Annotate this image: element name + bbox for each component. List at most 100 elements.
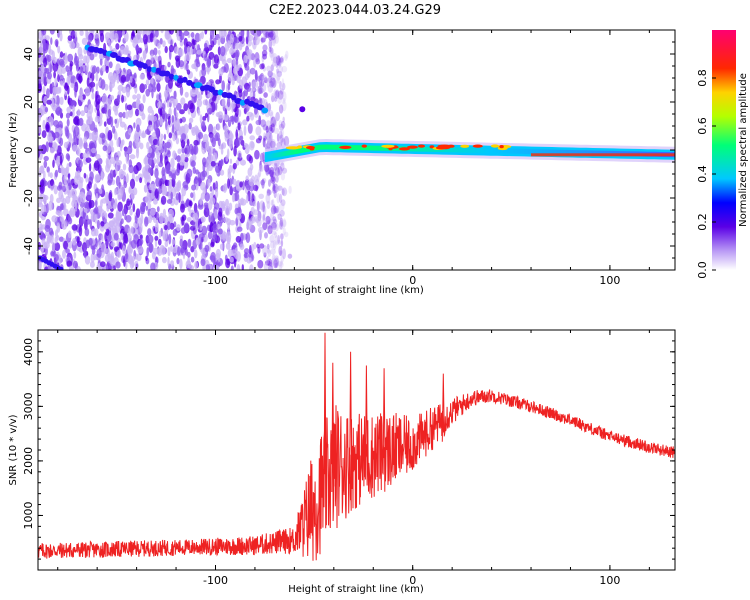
noise-blob bbox=[59, 216, 64, 222]
noise-blob bbox=[163, 90, 169, 98]
noise-blob bbox=[274, 235, 279, 246]
noise-blob bbox=[192, 154, 197, 162]
noise-blob bbox=[249, 135, 255, 141]
y-tick-label: -40 bbox=[22, 237, 35, 255]
noise-blob bbox=[194, 249, 198, 259]
noise-blob bbox=[99, 188, 103, 195]
noise-blob bbox=[280, 260, 283, 266]
noise-blob bbox=[185, 41, 192, 48]
noise-blob bbox=[272, 204, 276, 210]
noise-blob bbox=[245, 175, 249, 181]
noise-blob bbox=[219, 217, 224, 224]
noise-blob bbox=[166, 100, 170, 108]
noise-blob bbox=[176, 155, 181, 163]
noise-blob bbox=[184, 91, 189, 98]
noise-blob bbox=[246, 115, 250, 122]
noise-blob bbox=[38, 70, 42, 78]
noise-blob bbox=[160, 30, 164, 34]
noise-blob bbox=[280, 120, 286, 129]
noise-blob bbox=[83, 172, 87, 179]
noise-blob bbox=[235, 137, 241, 147]
noise-blob bbox=[146, 247, 149, 257]
noise-blob bbox=[240, 198, 247, 206]
noise-blob bbox=[105, 157, 109, 166]
x-tick-label: 100 bbox=[599, 274, 620, 287]
noise-blob bbox=[195, 61, 201, 68]
noise-blob bbox=[73, 135, 78, 145]
noise-blob bbox=[270, 30, 276, 41]
noise-blob bbox=[278, 219, 284, 230]
noise-blob bbox=[86, 77, 90, 88]
noise-blob bbox=[262, 201, 266, 213]
noise-blob bbox=[180, 245, 186, 254]
noise-blob bbox=[232, 178, 237, 186]
noise-blob bbox=[92, 131, 96, 143]
noise-blob bbox=[156, 158, 160, 165]
noise-blob bbox=[279, 217, 284, 227]
noise-blob bbox=[255, 138, 262, 144]
noise-blob bbox=[212, 223, 218, 231]
noise-blob bbox=[171, 115, 174, 123]
x-tick-label: -100 bbox=[203, 274, 228, 287]
noise-blob bbox=[188, 117, 194, 124]
noise-blob bbox=[262, 53, 267, 60]
noise-blob bbox=[281, 65, 288, 73]
noise-blob bbox=[272, 182, 278, 189]
noise-blob bbox=[266, 77, 270, 88]
noise-blob bbox=[205, 264, 210, 270]
noise-blob bbox=[282, 91, 287, 102]
noise-blob bbox=[46, 99, 52, 105]
noise-blob bbox=[54, 131, 60, 139]
noise-blob bbox=[202, 157, 207, 167]
noise-blob bbox=[259, 30, 264, 34]
noise-blob bbox=[129, 208, 133, 216]
noise-blob bbox=[194, 32, 201, 43]
noise-blob bbox=[273, 162, 278, 171]
noise-blob bbox=[243, 54, 248, 64]
noise-blob bbox=[226, 57, 232, 64]
colorbar-tick-label: 0.2 bbox=[696, 213, 709, 231]
noise-blob bbox=[273, 183, 279, 193]
noise-blob bbox=[170, 245, 173, 252]
noise-blob bbox=[135, 162, 142, 171]
noise-blob bbox=[282, 82, 286, 91]
noise-blob bbox=[41, 130, 47, 139]
noise-blob bbox=[278, 120, 283, 128]
noise-blob bbox=[59, 154, 63, 166]
noise-blob bbox=[264, 163, 270, 173]
noise-blob bbox=[220, 158, 224, 165]
noise-blob bbox=[115, 164, 118, 176]
noise-blob bbox=[67, 173, 71, 179]
noise-blob bbox=[43, 194, 47, 201]
noise-blob bbox=[59, 58, 65, 66]
noise-blob bbox=[103, 121, 107, 127]
noise-blob bbox=[149, 77, 154, 85]
noise-blob bbox=[195, 237, 201, 246]
noise-blob bbox=[192, 166, 196, 174]
noise-blob bbox=[250, 96, 256, 102]
noise-blob bbox=[131, 255, 136, 261]
noise-blob bbox=[153, 34, 157, 46]
noise-blob bbox=[46, 203, 49, 214]
noise-blob bbox=[202, 115, 207, 122]
y-tick-label: 2000 bbox=[22, 447, 35, 475]
noise-blob bbox=[108, 191, 113, 202]
noise-blob bbox=[271, 230, 277, 236]
noise-blob bbox=[276, 192, 281, 204]
noise-blob bbox=[207, 145, 214, 155]
noise-blob bbox=[42, 85, 46, 95]
noise-blob bbox=[126, 198, 131, 207]
noise-blob bbox=[165, 31, 169, 40]
noise-blob bbox=[254, 149, 260, 160]
colorbar: 0.0 0.2 0.4 0.6 0.8 Normalized spectral ampl… bbox=[696, 30, 749, 279]
noise-blob bbox=[140, 206, 145, 213]
noise-blob bbox=[122, 245, 126, 255]
noise-blob bbox=[273, 127, 280, 134]
noise-blob bbox=[212, 126, 216, 135]
noise-blob bbox=[84, 227, 90, 237]
noise-blob bbox=[193, 139, 199, 146]
noise-blob bbox=[177, 246, 181, 257]
noise-blob bbox=[107, 108, 112, 118]
noise-blob bbox=[78, 53, 84, 60]
noise-blob bbox=[160, 133, 164, 140]
